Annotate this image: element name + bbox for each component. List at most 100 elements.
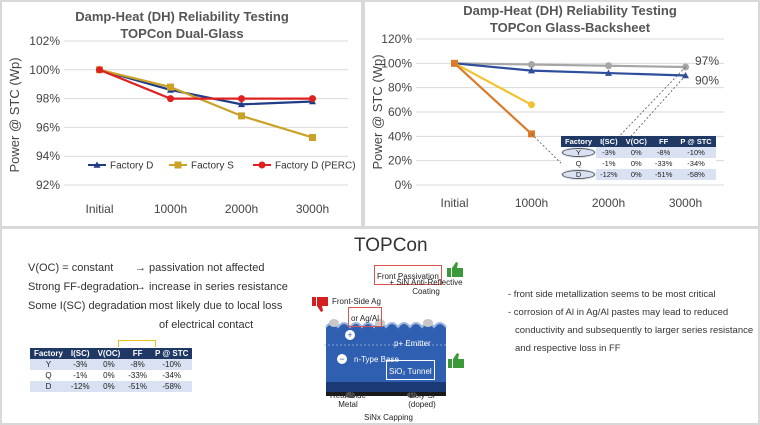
table-cell: 0% xyxy=(621,158,651,169)
y-tick-label: 80% xyxy=(388,81,412,95)
note-line: and respective loss in FF xyxy=(515,343,621,354)
data-point xyxy=(238,100,245,108)
finding-row: Some I(SC) degradation→ most likely due … xyxy=(28,297,288,316)
chart-panel-dual-glass: Damp-Heat (DH) Reliability Testing TOPCo… xyxy=(2,2,361,226)
data-point xyxy=(528,67,535,74)
table-row: D -12% 0% -51% -58% xyxy=(30,381,193,392)
data-point xyxy=(309,95,316,103)
table-cell: -12% xyxy=(596,169,622,180)
table-cell: -10% xyxy=(676,147,716,158)
data-point xyxy=(309,133,316,141)
table-cell: -58% xyxy=(150,381,193,392)
base-label: n-Type Base xyxy=(354,355,399,364)
ag-al-label: or Ag/Al xyxy=(348,307,383,327)
ag-al-text: or Ag/Al xyxy=(351,314,380,323)
thumbs-down-icon xyxy=(312,297,328,312)
chart1-title-line1: Damp-Heat (DH) Reliability Testing xyxy=(75,9,289,24)
table-cell: -10% xyxy=(150,359,193,370)
table-cell: 0% xyxy=(621,147,651,158)
legend-label: Factory S xyxy=(191,161,234,172)
explanation-panel: V(OC) = constant → passivation not affect… xyxy=(2,229,758,423)
rear-contact xyxy=(345,392,355,398)
y-tick-label: 96% xyxy=(36,120,60,134)
table-header: FF xyxy=(124,348,151,359)
data-point xyxy=(682,72,689,79)
finding-effect: of electrical contact xyxy=(159,319,254,331)
note-line: - corrosion of Al in Ag/Al pastes may le… xyxy=(508,307,729,318)
table-header: P @ STC xyxy=(676,136,716,147)
sin-coating-label: + SiN Anti-Reflective Coating xyxy=(389,278,463,296)
x-tick-label: Initial xyxy=(440,196,468,210)
notes-list: - front side metallization seems to be m… xyxy=(508,286,753,358)
x-tick-label: Initial xyxy=(85,202,113,216)
table-cell: -58% xyxy=(676,169,716,180)
table-cell: Q xyxy=(30,370,67,381)
front-passivation-label: Front Passivation xyxy=(374,265,442,285)
y-tick-label: 120% xyxy=(381,32,412,46)
emitter-label: p+ Emitter xyxy=(394,339,431,348)
series-line-2 xyxy=(453,62,533,106)
bottom-degradation-table: Factory I(SC) V(OC) FF P @ STC Y -3% 0% -8% -10% Q… xyxy=(30,348,193,392)
front-passivation-text: Front Passivation xyxy=(377,272,439,281)
finding-cause: V(OC) = constant xyxy=(28,262,114,274)
table-header: V(OC) xyxy=(621,136,651,147)
y-tick-label: 100% xyxy=(381,56,412,70)
table-row: Y -3% 0% -8% -10% xyxy=(561,147,716,158)
y-tick-label: 98% xyxy=(36,92,60,106)
series-line-1 xyxy=(454,62,686,77)
finding-cause: Strong FF-degradation xyxy=(28,281,139,293)
tunnel-label: SiO₂ Tunnel xyxy=(386,360,435,380)
x-tick-label: 2000h xyxy=(592,196,625,210)
data-point xyxy=(167,83,174,91)
data-point xyxy=(528,61,535,69)
chart1-y-axis-label: Power @ STC (Wp) xyxy=(7,57,22,172)
table-header: I(SC) xyxy=(596,136,622,147)
glass-backsheet-chart: Damp-Heat (DH) Reliability Testing TOPCo… xyxy=(370,3,724,210)
rear-contact xyxy=(407,392,417,398)
note-line: conductivity and subsequently to larger … xyxy=(515,325,754,336)
table-cell: 0% xyxy=(93,370,125,381)
chart-panel-glass-backsheet: Damp-Heat (DH) Reliability Testing TOPCo… xyxy=(365,2,758,226)
table-cell: D xyxy=(30,381,67,392)
table-cell: -1% xyxy=(596,158,622,169)
table-cell: D xyxy=(561,169,597,180)
table-row: D -12% 0% -51% -58% xyxy=(561,169,716,180)
electron-symbol xyxy=(337,354,347,364)
x-tick-label: 3000h xyxy=(669,196,702,210)
table-cell: -34% xyxy=(676,158,716,169)
y-tick-label: 92% xyxy=(36,178,60,192)
table-cell: -51% xyxy=(650,169,677,180)
y-tick-label: 100% xyxy=(29,63,60,77)
legend-marker xyxy=(174,161,182,169)
series-line-2 xyxy=(99,68,313,100)
table-cell: -3% xyxy=(66,359,94,370)
data-point xyxy=(238,95,245,103)
finding-row: of electrical contact xyxy=(28,316,288,335)
table-cell: Q xyxy=(561,158,597,169)
voc-column-highlight xyxy=(118,340,156,347)
table-cell: -1% xyxy=(66,370,94,381)
table-cell: -51% xyxy=(124,381,151,392)
findings-list: V(OC) = constant → passivation not affect… xyxy=(28,259,288,335)
data-point xyxy=(238,112,245,120)
topcon-cell-diagram: + − xyxy=(312,262,464,398)
table-row: Y -3% 0% -8% -10% xyxy=(30,359,193,370)
cell-body xyxy=(326,323,446,392)
table-cell: 0% xyxy=(621,169,651,180)
y-tick-label: 60% xyxy=(388,105,412,119)
finding-effect: → passivation not affected xyxy=(135,262,265,274)
table-row: Q -1% 0% -33% -34% xyxy=(30,370,193,381)
table-header: P @ STC xyxy=(150,348,193,359)
table-cell: -12% xyxy=(66,381,94,392)
plus-sign: + xyxy=(347,330,352,340)
topcon-title: TOPCon xyxy=(354,235,428,256)
note-line: - front side metallization seems to be m… xyxy=(508,289,716,300)
finding-effect: → increase in series resistance xyxy=(135,281,288,293)
front-contact xyxy=(329,319,339,327)
series-line-3 xyxy=(453,62,533,135)
x-tick-label: 1000h xyxy=(154,202,187,216)
front-side-ag-label: Front-Side Ag xyxy=(332,297,381,306)
chart2-degradation-table: Factory I(SC) V(OC) FF P @ STC Y -3% 0% -8% -10% Q… xyxy=(561,136,716,180)
table-header: FF xyxy=(650,136,677,147)
table-cell: -33% xyxy=(650,158,677,169)
